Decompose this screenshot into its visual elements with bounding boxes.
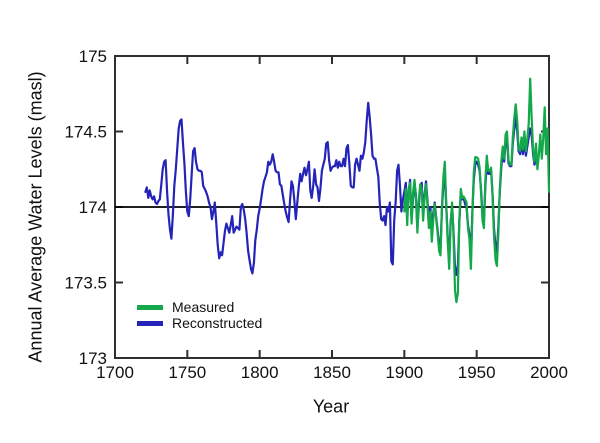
x-tick-label: 2000: [530, 363, 568, 382]
y-tick-label: 175: [79, 47, 107, 66]
legend: Measured Reconstructed: [137, 299, 262, 331]
legend-swatch-measured: [137, 304, 163, 310]
series-line-measured: [403, 77, 551, 304]
x-tick-label: 1750: [168, 363, 206, 382]
x-tick-label: 1950: [458, 363, 496, 382]
legend-item-reconstructed: Reconstructed: [137, 315, 262, 331]
x-tick-label: 1850: [313, 363, 351, 382]
legend-label-measured: Measured: [172, 299, 235, 315]
y-axis-title: Annual Average Water Levels (masl): [25, 71, 46, 363]
legend-item-measured: Measured: [137, 299, 262, 315]
series-line-reconstructed: [144, 101, 539, 276]
y-tick-label: 173: [79, 349, 107, 368]
x-tick-label: 1700: [96, 363, 134, 382]
y-tick-label: 174.5: [64, 123, 107, 142]
legend-label-reconstructed: Reconstructed: [172, 315, 263, 331]
legend-swatch-reconstructed: [137, 320, 163, 326]
y-tick-label: 173.5: [64, 274, 107, 293]
x-tick-label: 1800: [241, 363, 279, 382]
x-axis-title: Year: [312, 396, 350, 417]
y-tick-label: 174: [79, 198, 107, 217]
x-tick-label: 1900: [385, 363, 423, 382]
